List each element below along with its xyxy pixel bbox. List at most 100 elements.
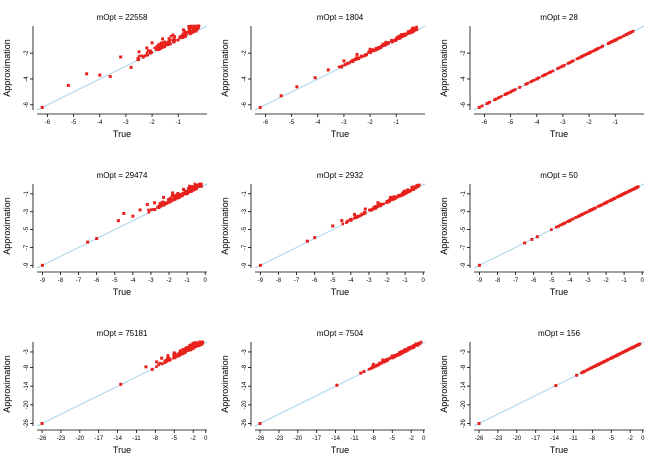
data-point <box>603 202 606 205</box>
data-point <box>619 36 623 39</box>
data-point <box>168 38 172 42</box>
data-point <box>155 44 159 48</box>
data-point <box>160 44 164 48</box>
data-point <box>156 48 159 51</box>
data-point <box>550 228 553 231</box>
data-point <box>386 41 390 44</box>
x-tick-label: -2 <box>603 278 609 284</box>
data-point <box>337 65 341 69</box>
data-point <box>402 32 406 36</box>
data-point <box>86 240 90 244</box>
data-point <box>172 356 175 360</box>
data-point <box>351 58 354 62</box>
data-point <box>174 194 177 198</box>
data-point <box>400 33 404 37</box>
data-point <box>613 38 617 42</box>
data-point <box>411 28 414 31</box>
data-point <box>201 340 204 344</box>
x-tick-label: -23 <box>57 436 66 442</box>
data-point <box>610 198 614 201</box>
data-point <box>394 37 398 41</box>
y-axis-label: Approximation <box>220 39 230 97</box>
data-point <box>382 202 385 206</box>
data-point <box>154 48 158 51</box>
data-point <box>191 344 195 348</box>
y-tick-label: -3 <box>461 349 467 355</box>
data-point <box>145 46 149 50</box>
data-point <box>40 422 44 426</box>
data-point <box>162 45 166 49</box>
x-axis-label: True <box>331 129 349 139</box>
data-point <box>161 362 164 366</box>
data-point <box>485 102 489 106</box>
data-point <box>66 83 70 87</box>
x-axis-label: True <box>331 287 349 297</box>
data-point <box>199 343 203 346</box>
data-point <box>409 345 413 349</box>
data-point <box>497 96 500 100</box>
data-point <box>360 213 364 217</box>
data-point <box>376 201 380 205</box>
y-tick-label: -14 <box>461 381 467 390</box>
data-point <box>173 35 177 38</box>
data-point <box>481 104 484 108</box>
data-point <box>164 201 167 205</box>
data-point <box>362 370 366 374</box>
panel-title: mOpt = 22558 <box>97 13 148 22</box>
data-point <box>187 30 191 33</box>
x-tick-label: -9 <box>258 278 264 284</box>
y-tick-label: -3 <box>242 349 248 355</box>
data-point <box>197 185 201 188</box>
data-point <box>342 59 346 63</box>
data-point <box>138 54 141 58</box>
x-tick-label: -2 <box>149 120 155 126</box>
data-point <box>631 187 635 191</box>
data-point <box>258 422 262 426</box>
data-point <box>622 192 626 195</box>
data-point <box>604 359 607 363</box>
data-point <box>188 189 191 193</box>
data-point <box>258 105 262 109</box>
data-point <box>354 57 357 60</box>
data-point <box>589 208 593 212</box>
data-point <box>591 207 595 211</box>
data-point <box>397 37 401 40</box>
data-point <box>367 51 370 54</box>
data-point <box>371 362 375 366</box>
data-point <box>593 365 596 368</box>
data-point <box>122 211 126 215</box>
data-point <box>631 345 635 349</box>
data-point <box>410 187 414 191</box>
x-tick-label: -23 <box>494 436 503 442</box>
data-point <box>584 53 588 56</box>
data-point <box>403 192 406 196</box>
data-point <box>258 263 262 267</box>
data-point <box>393 353 397 357</box>
y-tick-label: -2 <box>461 50 467 56</box>
data-point <box>584 211 588 214</box>
data-point <box>368 208 371 212</box>
x-axis-label: True <box>113 287 131 297</box>
data-point <box>173 38 177 42</box>
data-point <box>95 237 99 241</box>
data-point <box>346 219 350 223</box>
x-tick-label: -1 <box>394 120 400 126</box>
x-axis-label: True <box>550 445 568 455</box>
data-point <box>165 202 169 205</box>
data-point <box>401 191 405 194</box>
y-tick-label: -3 <box>242 208 248 214</box>
data-point <box>416 343 420 346</box>
data-point <box>187 26 191 29</box>
data-point <box>161 200 165 204</box>
data-point <box>618 352 622 356</box>
data-point <box>414 343 418 346</box>
x-tick-label: -17 <box>94 436 103 442</box>
x-tick-label: -4 <box>315 120 321 126</box>
data-point <box>191 347 195 350</box>
data-point <box>185 32 188 36</box>
x-tick-label: -3 <box>560 120 566 126</box>
data-point <box>186 347 190 351</box>
data-point <box>596 205 600 208</box>
data-point <box>363 54 366 58</box>
data-point <box>167 37 171 40</box>
